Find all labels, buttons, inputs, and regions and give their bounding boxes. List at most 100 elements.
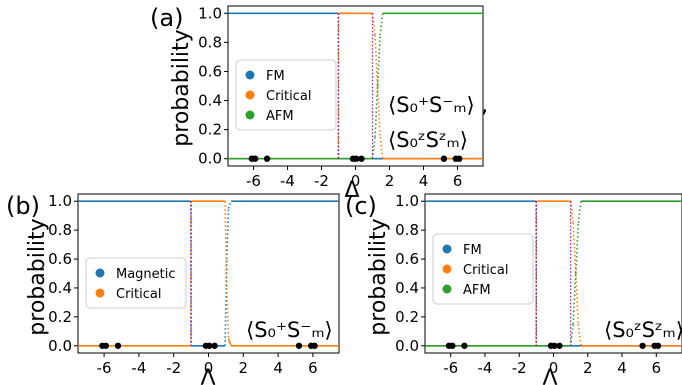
y-tick-label: 0.6 xyxy=(395,250,419,268)
x-tick-label: 4 xyxy=(617,359,627,377)
x-tick-label: -6 xyxy=(246,172,261,190)
series-line-magnetic xyxy=(224,259,228,346)
panel-c-ylabel: probability xyxy=(366,218,391,335)
y-tick-label: 0.2 xyxy=(395,308,419,326)
chart-panel-c: 0.0 0.2 0.4 0.6 0.8 1.0 -6 -4 -2 0 2 4 6 FM Critical AF… xyxy=(395,192,682,377)
series-line-magnetic xyxy=(225,208,230,260)
x-tick-label: -2 xyxy=(512,359,527,377)
data-point xyxy=(206,342,213,349)
x-tick-label: 0 xyxy=(204,359,214,377)
legend-marker xyxy=(442,264,452,274)
legend-box xyxy=(85,257,187,309)
x-tick-label: -6 xyxy=(97,359,112,377)
panel-b-ylabel: probability xyxy=(25,218,50,335)
series-group xyxy=(228,12,483,162)
x-tick-label: -2 xyxy=(314,172,329,190)
x-tick-label: -4 xyxy=(131,359,146,377)
series-line-critical xyxy=(227,338,232,347)
legend-label: AFM xyxy=(266,109,294,124)
series-line-critical xyxy=(225,287,230,339)
plot-layer: 0.0 0.2 0.4 0.6 0.8 1.0 -6 -4 -2 0 2 4 6 FM Critical AF… xyxy=(48,4,682,377)
legend: Magnetic Critical xyxy=(85,257,187,309)
panel-c-observable-1: ⟨S₀ᶻSᶻₘ⟩ xyxy=(604,318,682,342)
y-tick-label: 0.0 xyxy=(198,150,222,168)
x-tick-label: 2 xyxy=(239,359,249,377)
y-tick-label: 0.0 xyxy=(48,337,72,355)
x-tick-label: 2 xyxy=(385,172,395,190)
series-line-afm xyxy=(572,273,577,325)
series-group xyxy=(78,200,339,349)
data-point xyxy=(456,155,463,162)
data-point xyxy=(252,155,259,162)
data-point xyxy=(556,342,563,349)
data-point xyxy=(358,155,365,162)
data-point xyxy=(311,342,318,349)
panel-b-observable-1: ⟨S₀⁺S⁻ₘ⟩ xyxy=(246,318,333,342)
legend-box xyxy=(235,59,337,131)
panel-a-xlabel: Δ xyxy=(344,178,359,203)
legend-label: AFM xyxy=(463,283,491,298)
data-point xyxy=(211,342,218,349)
data-point xyxy=(353,155,360,162)
x-tick-label: 0 xyxy=(549,359,559,377)
x-tick-label: 6 xyxy=(308,359,318,377)
series-line-critical xyxy=(224,201,228,288)
series-group xyxy=(425,200,682,349)
data-point xyxy=(102,342,110,349)
legend: FM Critical AFM xyxy=(432,233,534,305)
legend-label: FM xyxy=(463,243,482,258)
x-tick-label: 4 xyxy=(273,359,283,377)
panel-c-xlabel: Λ xyxy=(542,366,557,385)
legend-label: Magnetic xyxy=(116,267,176,282)
x-tick-label: 4 xyxy=(419,172,429,190)
y-tick-label: 1.0 xyxy=(198,4,222,22)
data-point xyxy=(440,155,448,162)
chart-panel-a: 0.0 0.2 0.4 0.6 0.8 1.0 -6 -4 -2 0 2 4 6 FM Critical AF… xyxy=(198,4,484,190)
x-tick-label: -6 xyxy=(443,359,458,377)
legend: FM Critical AFM xyxy=(235,59,337,131)
legend-marker xyxy=(442,244,452,254)
x-tick-label: -4 xyxy=(280,172,295,190)
y-tick-label: 0.4 xyxy=(395,279,419,297)
series-line-critical xyxy=(379,136,384,159)
panel-a-observable-2: ⟨S₀ᶻSᶻₘ⟩ xyxy=(388,128,468,152)
legend-label: Critical xyxy=(116,287,161,302)
legend-label: Critical xyxy=(463,263,508,278)
panel-a-observable-1: ⟨S₀⁺S⁻ₘ⟩ , xyxy=(388,93,488,117)
data-point xyxy=(263,155,271,162)
series-line-critical xyxy=(374,35,379,87)
series-line-critical xyxy=(574,273,580,325)
panel-b-label: (b) xyxy=(6,192,40,220)
x-tick-label: 2 xyxy=(583,359,593,377)
data-point xyxy=(295,342,303,349)
x-tick-label: -2 xyxy=(166,359,181,377)
legend-marker xyxy=(245,90,255,100)
y-tick-label: 0.4 xyxy=(198,92,222,110)
panel-a-ylabel: probability xyxy=(169,29,194,146)
y-tick-label: 0.8 xyxy=(198,33,222,51)
series-line-afm xyxy=(379,13,384,36)
chart-panel-b: 0.0 0.2 0.4 0.6 0.8 1.0 -6 -4 -2 0 2 4 6 Magnetic Crit… xyxy=(48,192,340,377)
panel-a-label: (a) xyxy=(150,4,183,32)
y-tick-label: 0.0 xyxy=(395,337,419,355)
series-line-magnetic xyxy=(227,200,232,209)
y-tick-label: 0.6 xyxy=(198,62,222,80)
legend-marker xyxy=(442,284,452,294)
series-line-critical xyxy=(577,323,582,346)
legend-label: FM xyxy=(266,69,285,84)
legend-box xyxy=(432,233,534,305)
series-line-afm xyxy=(577,201,582,224)
series-line-critical xyxy=(572,222,577,274)
y-tick-label: 1.0 xyxy=(395,192,419,210)
legend-label: Critical xyxy=(266,89,311,104)
x-tick-label: 6 xyxy=(453,172,463,190)
panel-c-label: (c) xyxy=(345,192,377,220)
data-point xyxy=(449,342,456,349)
legend-marker xyxy=(95,288,105,298)
data-point xyxy=(551,342,558,349)
legend-marker xyxy=(245,70,255,80)
series-line-afm xyxy=(574,222,580,274)
legend-marker xyxy=(95,268,105,278)
y-tick-label: 0.2 xyxy=(198,121,222,139)
